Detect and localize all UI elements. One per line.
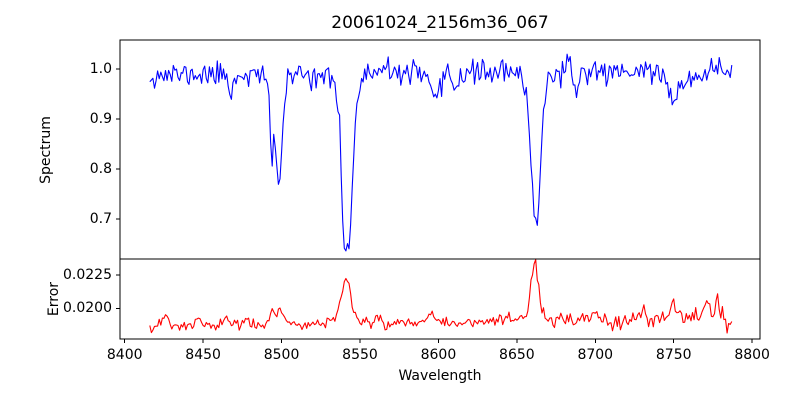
x-tick-label: 8700 (577, 347, 614, 363)
x-tick-label: 8450 (185, 347, 221, 363)
x-tick-label: 8500 (263, 347, 300, 363)
spectrum-y-tick-label: 0.9 (89, 111, 112, 127)
x-tick-label: 8750 (655, 347, 692, 363)
error-line (149, 259, 733, 334)
error-y-tick-label: 0.0225 (63, 267, 112, 283)
x-axis-label: Wavelength (398, 368, 482, 384)
spectrum-y-tick-label: 0.8 (89, 161, 112, 177)
spectrum-y-tick-label: 0.7 (89, 211, 112, 227)
x-tick-label: 8800 (734, 347, 770, 363)
x-tick-label: 8650 (499, 347, 535, 363)
spectrum-line (149, 53, 733, 252)
spectrum-y-tick-label: 1.0 (89, 61, 112, 77)
x-tick-label: 8600 (420, 347, 457, 363)
x-tick-label: 8550 (342, 347, 378, 363)
error-axes-spines (119, 258, 761, 340)
error-y-tick-label: 0.0200 (63, 300, 112, 317)
plot-title: 20061024_2156m36_067 (331, 13, 549, 33)
x-tick-label: 8400 (106, 347, 143, 363)
